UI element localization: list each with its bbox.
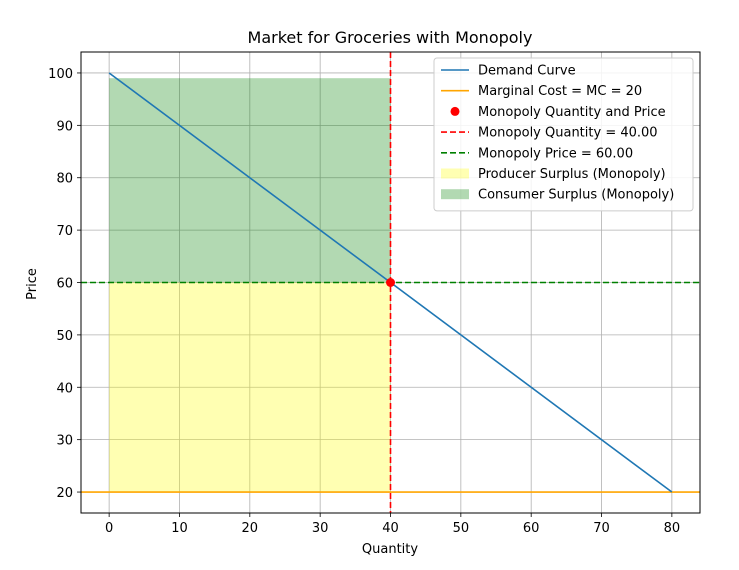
y-tick-label: 70 (56, 224, 73, 239)
x-tick-label: 50 (453, 521, 470, 536)
y-tick-label: 50 (56, 329, 73, 344)
legend-label: Marginal Cost = MC = 20 (478, 84, 642, 99)
x-tick-label: 60 (523, 521, 540, 536)
legend-label: Producer Surplus (Monopoly) (478, 167, 666, 182)
legend-handle-fill (441, 189, 469, 200)
y-tick-label: 60 (56, 277, 73, 292)
plot-area: 0 10 20 30 40 50 60 70 80 20 30 40 50 60 70 80 90 100 (48, 51, 701, 536)
y-tick-label: 80 (56, 172, 73, 187)
legend-label: Monopoly Price = 60.00 (478, 146, 633, 161)
x-axis-label: Quantity (362, 542, 418, 557)
x-tick-label: 20 (242, 521, 259, 536)
monopoly-point (386, 278, 395, 287)
legend-handle-point (450, 106, 460, 116)
legend-handle-fill (441, 168, 469, 179)
legend-box (433, 57, 694, 212)
y-tick-label: 20 (56, 486, 73, 501)
x-tick-label: 30 (312, 521, 329, 536)
x-tick-label: 0 (105, 521, 113, 536)
y-tick-label: 40 (56, 381, 73, 396)
producer-surplus-area (109, 282, 391, 493)
x-tick-label: 10 (171, 521, 188, 536)
legend-label: Consumer Surplus (Monopoly) (478, 188, 674, 203)
y-tick-label: 90 (56, 119, 73, 134)
chart-title: Market for Groceries with Monopoly (248, 28, 533, 47)
y-tick-label: 100 (48, 67, 73, 82)
legend-label: Monopoly Quantity and Price (478, 105, 666, 120)
x-tick-label: 70 (593, 521, 610, 536)
x-tick-label: 80 (664, 521, 681, 536)
y-tick-label: 30 (56, 434, 73, 449)
legend-label: Monopoly Quantity = 40.00 (478, 126, 658, 141)
x-tick-label: 40 (382, 521, 399, 536)
legend: Demand Curve Marginal Cost = MC = 20 Monop… (433, 57, 694, 212)
legend-label: Demand Curve (478, 64, 576, 79)
y-axis-label: Price (25, 268, 40, 300)
